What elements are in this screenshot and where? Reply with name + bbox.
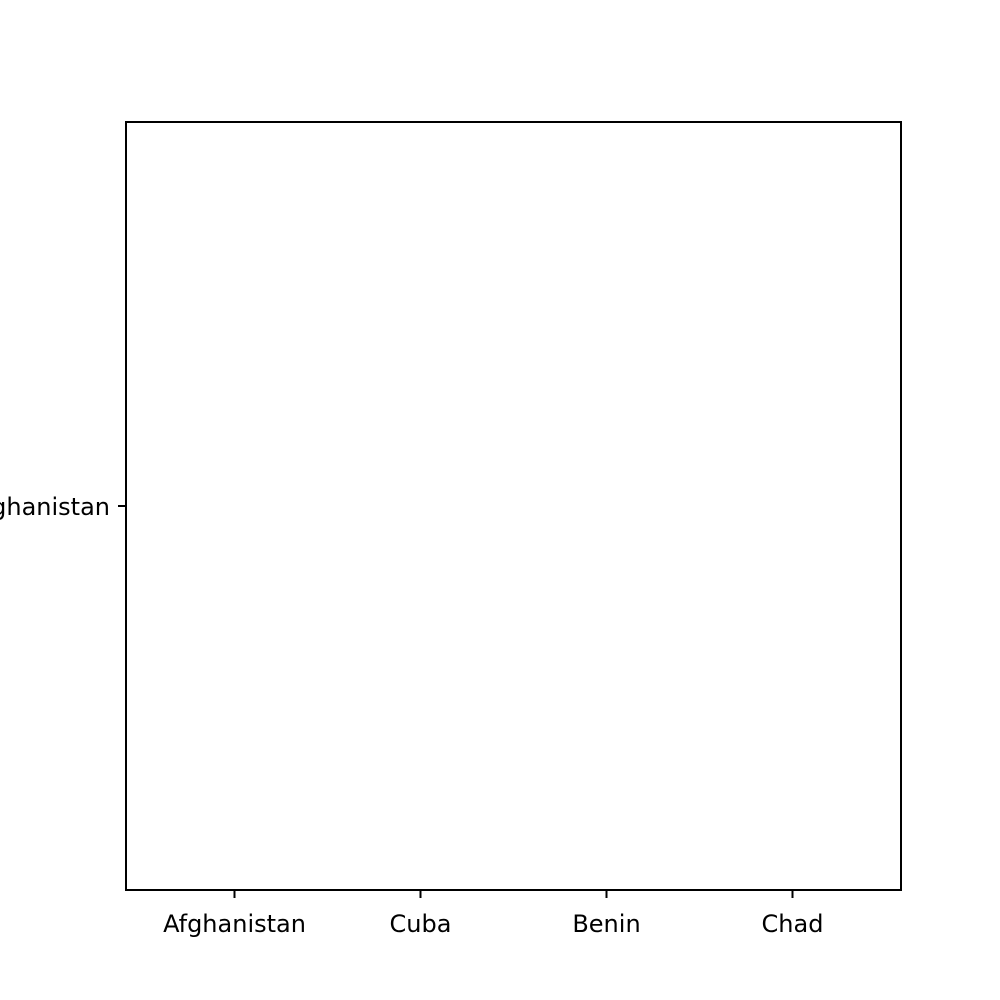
x-tick-label: Chad (762, 910, 824, 938)
plot-area (125, 121, 902, 891)
x-tick-label: Afghanistan (163, 910, 306, 938)
x-axis: Afghanistan Cuba Benin Chad (163, 890, 823, 938)
y-axis: Afghanistan (0, 493, 126, 521)
y-tick-label: Afghanistan (0, 493, 110, 521)
x-tick-label: Cuba (390, 910, 452, 938)
x-tick-label: Benin (572, 910, 640, 938)
